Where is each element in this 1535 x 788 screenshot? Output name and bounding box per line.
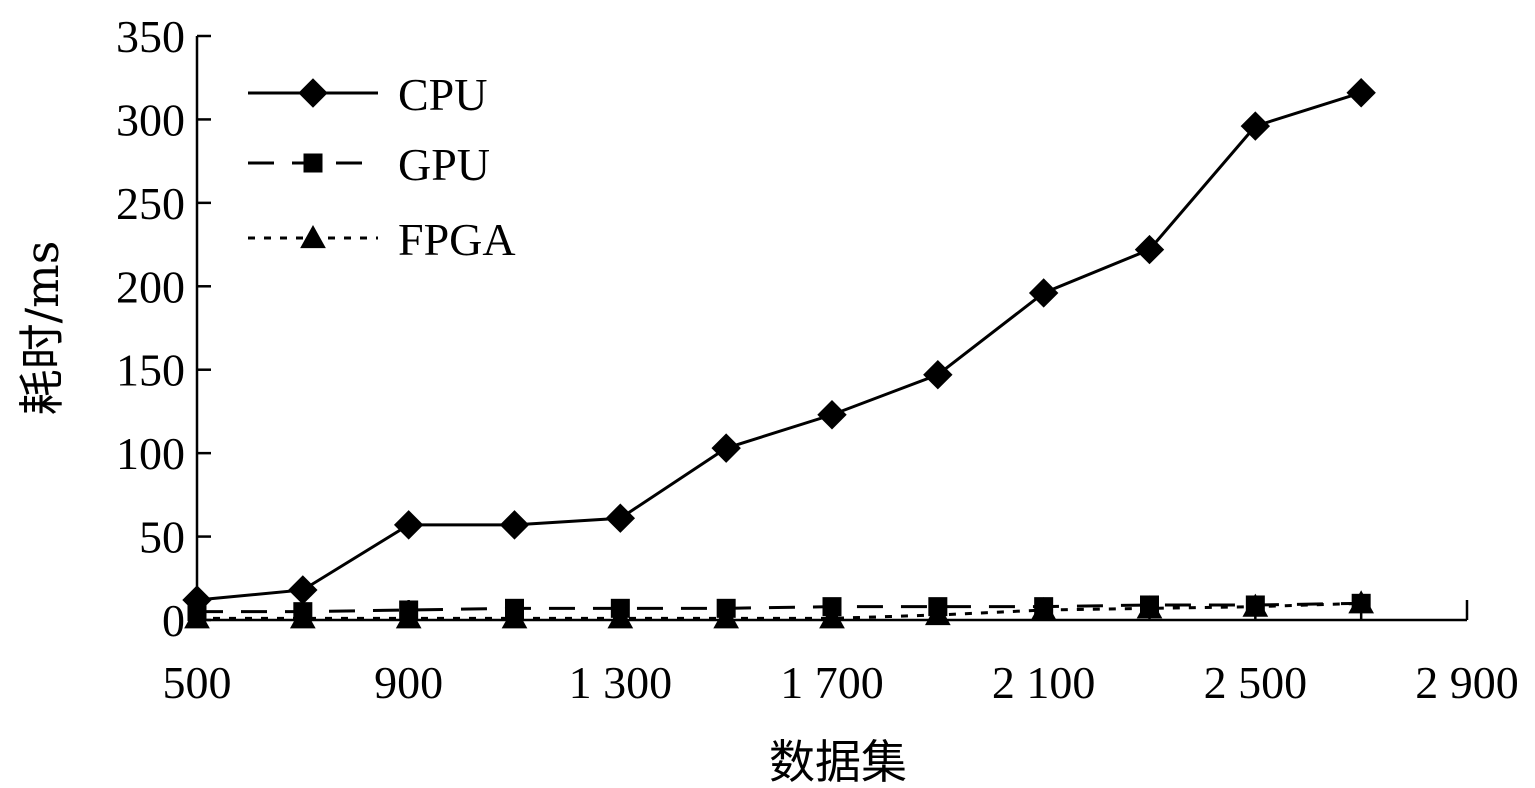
series-gpu bbox=[187, 593, 1371, 622]
x-tick-label: 1 300 bbox=[569, 657, 673, 708]
x-tick-label: 2 900 bbox=[1415, 657, 1519, 708]
data-point-cpu bbox=[182, 585, 212, 615]
series-line-fpga bbox=[197, 601, 1362, 620]
x-tick-label: 2 100 bbox=[992, 657, 1096, 708]
y-tick-label: 0 bbox=[162, 595, 185, 646]
data-point-fpga bbox=[819, 605, 845, 629]
legend: CPU GPU FPGA bbox=[248, 69, 516, 265]
x-tick-label: 500 bbox=[163, 657, 232, 708]
y-axis-title: 耗时/ms bbox=[15, 241, 69, 416]
data-point-gpu bbox=[610, 598, 630, 618]
data-point-cpu bbox=[605, 503, 636, 533]
data-point-gpu bbox=[716, 598, 736, 618]
data-point-gpu bbox=[1245, 595, 1265, 615]
series-line-gpu bbox=[197, 601, 1362, 614]
data-point-cpu bbox=[288, 575, 318, 605]
x-axis-ticks: 500 900 1 300 1 700 2 100 2 500 2 900 bbox=[163, 600, 1519, 708]
series-cpu bbox=[182, 78, 1376, 615]
data-point-gpu bbox=[1034, 597, 1054, 617]
legend-label: GPU bbox=[398, 139, 490, 190]
series-fpga bbox=[184, 590, 1375, 629]
series-layer bbox=[182, 78, 1376, 629]
data-point-cpu bbox=[711, 433, 741, 463]
legend-item-cpu: CPU bbox=[248, 69, 487, 120]
data-point-cpu bbox=[923, 360, 953, 390]
y-axis-ticks: 0 50 100 150 200 250 300 350 bbox=[116, 11, 211, 646]
data-point-gpu bbox=[1140, 595, 1159, 615]
data-point-gpu bbox=[505, 598, 524, 618]
data-point-cpu bbox=[1134, 234, 1165, 265]
legend-label: CPU bbox=[398, 69, 487, 120]
y-tick-label: 300 bbox=[116, 94, 185, 145]
y-tick-label: 350 bbox=[116, 11, 185, 62]
x-tick-label: 2 500 bbox=[1204, 657, 1308, 708]
data-point-gpu bbox=[822, 597, 842, 617]
y-tick-label: 150 bbox=[116, 345, 185, 396]
legend-marker bbox=[303, 153, 323, 173]
data-point-cpu bbox=[817, 400, 847, 430]
y-tick-label: 50 bbox=[139, 512, 185, 563]
data-point-cpu bbox=[393, 510, 424, 540]
x-tick-label: 900 bbox=[374, 657, 443, 708]
data-point-cpu bbox=[1346, 78, 1376, 108]
x-axis-title: 数据集 bbox=[769, 735, 907, 788]
legend-label: FPGA bbox=[398, 214, 516, 265]
data-point-cpu bbox=[1240, 111, 1271, 141]
y-tick-label: 250 bbox=[116, 178, 185, 229]
y-tick-label: 100 bbox=[116, 428, 185, 479]
series-line-cpu bbox=[196, 91, 1362, 602]
data-point-gpu bbox=[928, 597, 948, 617]
legend-marker bbox=[300, 224, 326, 249]
y-tick-label: 200 bbox=[116, 261, 185, 312]
data-point-gpu bbox=[293, 602, 313, 622]
x-tick-label: 1 700 bbox=[780, 657, 884, 708]
data-point-gpu bbox=[399, 600, 419, 620]
data-point-cpu bbox=[1028, 278, 1059, 308]
legend-item-gpu: GPU bbox=[248, 139, 490, 190]
legend-item-fpga: FPGA bbox=[248, 214, 516, 265]
legend-marker bbox=[298, 78, 328, 108]
data-point-gpu bbox=[1351, 593, 1371, 613]
axes bbox=[195, 36, 1467, 622]
data-point-cpu bbox=[499, 510, 530, 540]
